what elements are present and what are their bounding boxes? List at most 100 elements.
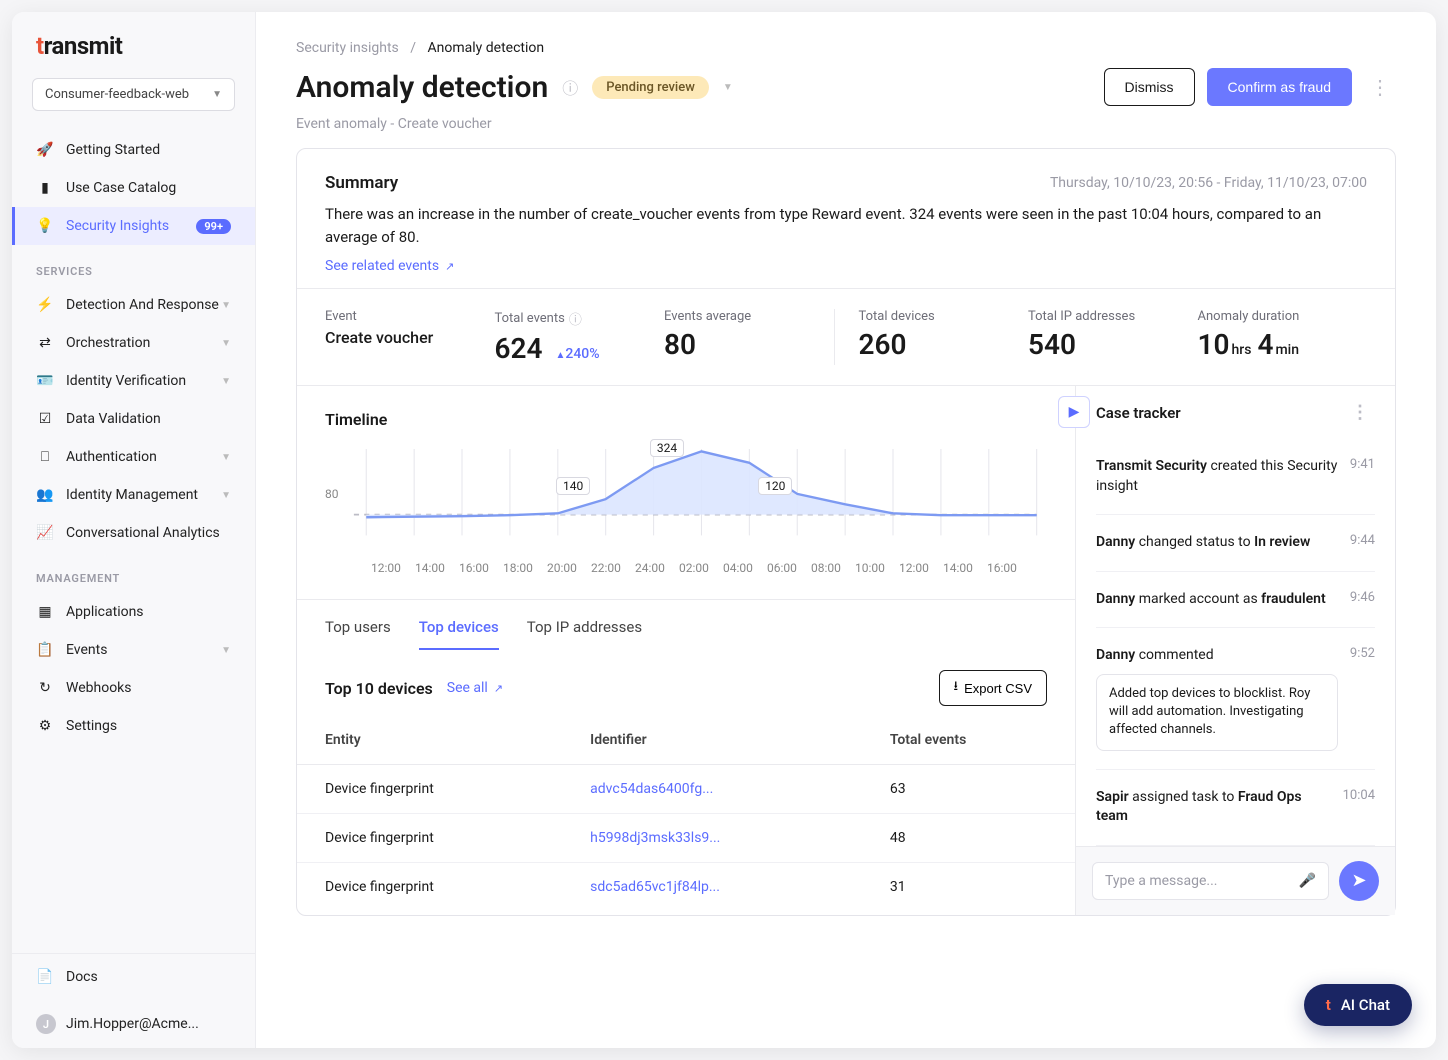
tab-top-users[interactable]: Top users — [325, 618, 391, 650]
main: Security insights / Anomaly detection An… — [256, 12, 1436, 1048]
identifier-link[interactable]: advc54das6400fg... — [590, 781, 713, 797]
breadcrumb-parent[interactable]: Security insights — [296, 40, 399, 56]
chevron-down-icon: ▼ — [212, 89, 222, 100]
info-icon[interactable]: ⓘ — [562, 75, 578, 99]
sidebar-item-getting-started[interactable]: 🚀Getting Started — [12, 131, 255, 169]
sidebar-item-conversational-analytics[interactable]: 📈Conversational Analytics — [12, 514, 255, 552]
export-csv-button[interactable]: ⭳ Export CSV — [939, 670, 1047, 706]
settings-icon: ⚙ — [36, 717, 54, 735]
sidebar-item-use-case-catalog[interactable]: ▮ Use Case Catalog — [12, 169, 255, 207]
timeline-x-tick: 16:00 — [987, 561, 1017, 575]
timeline-x-tick: 08:00 — [811, 561, 841, 575]
use-case-catalog-icon: ▮ — [36, 179, 54, 197]
case-tracker-message: Sapir assigned task to Fraud Ops team — [1096, 788, 1331, 827]
sidebar-nav: 🚀Getting Started ▮ Use Case Catalog 💡Securi… — [12, 131, 255, 953]
app-selector-label: Consumer-feedback-web — [45, 87, 189, 102]
case-tracker-message: Transmit Security created this Security … — [1096, 457, 1338, 496]
authentication-icon: ⎕ — [36, 448, 54, 466]
case-tracker-time: 9:46 — [1350, 590, 1375, 610]
timeline-x-tick: 20:00 — [547, 561, 577, 575]
events-icon: 📋 — [36, 641, 54, 659]
timeline-callout: 140 — [556, 477, 590, 495]
see-all-link[interactable]: See all ↗ — [447, 680, 503, 696]
case-tracker-panel: ▶ Case tracker ⋮ Transmit Security creat… — [1075, 386, 1395, 915]
sidebar-item-security-insights[interactable]: 💡Security Insights99+ — [12, 207, 255, 245]
mic-icon[interactable]: 🎤 — [1299, 873, 1316, 889]
identifier-link[interactable]: h5998dj3msk33ls9... — [590, 830, 720, 846]
app-selector[interactable]: Consumer-feedback-web ▼ — [32, 78, 235, 111]
webhooks-icon: ↻ — [36, 679, 54, 697]
see-related-events-link[interactable]: See related events ↗ — [325, 258, 454, 274]
timeline-x-tick: 24:00 — [635, 561, 665, 575]
table-column-header: Identifier — [562, 716, 862, 765]
timeline-x-axis: 12:0014:0016:0018:0020:0022:0024:0002:00… — [325, 557, 1047, 589]
sidebar-item-user[interactable]: J Jim.Hopper@Acme... — [12, 1000, 255, 1048]
table-title: Top 10 devices — [325, 679, 433, 698]
dismiss-button[interactable]: Dismiss — [1104, 68, 1195, 106]
case-tracker-time: 9:52 — [1350, 646, 1375, 750]
send-button[interactable]: ➤ — [1339, 861, 1379, 901]
page-header: Security insights / Anomaly detection An… — [256, 12, 1436, 148]
tab-top-ip-addresses[interactable]: Top IP addresses — [527, 618, 642, 650]
status-chevron-icon[interactable]: ▼ — [723, 82, 733, 93]
logo: transmit — [12, 32, 255, 78]
sidebar-badge: 99+ — [196, 219, 231, 234]
timeline-x-tick: 18:00 — [503, 561, 533, 575]
sidebar-item-applications[interactable]: ▦Applications — [12, 593, 255, 631]
chevron-down-icon: ▼ — [221, 452, 231, 463]
timeline-title: Timeline — [325, 410, 1047, 429]
sidebar-item-authentication[interactable]: ⎕Authentication▼ — [12, 438, 255, 476]
sidebar-item-label: Docs — [66, 969, 98, 985]
table-cell-total: 48 — [862, 814, 1075, 863]
table-row[interactable]: Device fingerprintsdc5ad65vc1jf84lp...31 — [297, 863, 1075, 912]
timeline-x-tick: 22:00 — [591, 561, 621, 575]
table-row[interactable]: Device fingerprintadvc54das6400fg...63 — [297, 765, 1075, 814]
send-icon: ➤ — [1351, 870, 1366, 891]
breadcrumb: Security insights / Anomaly detection — [296, 40, 1396, 56]
case-tracker-message: Danny commentedAdded top devices to bloc… — [1096, 646, 1338, 750]
case-tracker-time: 10:04 — [1343, 788, 1375, 827]
timeline-x-tick: 04:00 — [723, 561, 753, 575]
sidebar-item-detection-and-response[interactable]: ⚡Detection And Response▼ — [12, 286, 255, 324]
sidebar-item-docs[interactable]: 📄 Docs — [12, 954, 255, 1000]
ai-chat-button[interactable]: t AI Chat — [1304, 984, 1412, 1026]
confirm-fraud-button[interactable]: Confirm as fraud — [1207, 68, 1352, 106]
table-cell-total: 31 — [862, 863, 1075, 912]
sidebar-item-settings[interactable]: ⚙Settings — [12, 707, 255, 745]
sidebar-item-label: Use Case Catalog — [66, 180, 176, 196]
sidebar-item-orchestration[interactable]: ⇄Orchestration▼ — [12, 324, 255, 362]
data-validation-icon: ☑ — [36, 410, 54, 428]
anomaly-card: Summary Thursday, 10/10/23, 20:56 - Frid… — [296, 148, 1396, 916]
sidebar-footer: 📄 Docs J Jim.Hopper@Acme... — [12, 953, 255, 1048]
more-menu-icon[interactable]: ⋮ — [1364, 75, 1396, 99]
tab-top-devices[interactable]: Top devices — [419, 618, 499, 650]
stats-row: Event Create voucher Total events ⓘ 624 … — [297, 288, 1395, 385]
sidebar-item-identity-verification[interactable]: 🪪Identity Verification▼ — [12, 362, 255, 400]
tabs: Top users Top devices Top IP addresses — [297, 600, 1075, 650]
stat-duration-value: 10hrs4min — [1198, 328, 1368, 361]
timeline-x-tick: 14:00 — [415, 561, 445, 575]
avatar-icon: J — [36, 1014, 56, 1034]
sidebar-user-label: Jim.Hopper@Acme... — [66, 1016, 199, 1032]
getting-started-icon: 🚀 — [36, 141, 54, 159]
detection-and-response-icon: ⚡ — [36, 296, 54, 314]
sidebar-item-label: Webhooks — [66, 680, 132, 696]
sidebar-item-data-validation[interactable]: ☑ Data Validation — [12, 400, 255, 438]
collapse-panel-button[interactable]: ▶ — [1058, 396, 1090, 428]
case-tracker-input[interactable]: Type a message... 🎤 — [1092, 862, 1329, 900]
case-tracker-more-icon[interactable]: ⋮ — [1345, 402, 1375, 423]
chevron-down-icon: ▼ — [221, 645, 231, 656]
sidebar-item-label: Identity Verification — [66, 373, 186, 389]
sidebar-item-events[interactable]: 📋Events▼ — [12, 631, 255, 669]
sidebar-item-identity-management[interactable]: 👥Identity Management▼ — [12, 476, 255, 514]
table-row[interactable]: Device fingerprinth5998dj3msk33ls9...48 — [297, 814, 1075, 863]
stat-avg-label: Events average — [664, 309, 834, 324]
identifier-link[interactable]: sdc5ad65vc1jf84lp... — [590, 879, 720, 895]
applications-icon: ▦ — [36, 603, 54, 621]
info-icon[interactable]: ⓘ — [569, 309, 582, 328]
sidebar-item-label: Data Validation — [66, 411, 161, 427]
stat-total-events-delta: ▲240% — [555, 346, 599, 362]
sidebar-item-webhooks[interactable]: ↻ Webhooks — [12, 669, 255, 707]
table-cell-total: 63 — [862, 765, 1075, 814]
summary-date-range: Thursday, 10/10/23, 20:56 - Friday, 11/1… — [1050, 175, 1367, 191]
